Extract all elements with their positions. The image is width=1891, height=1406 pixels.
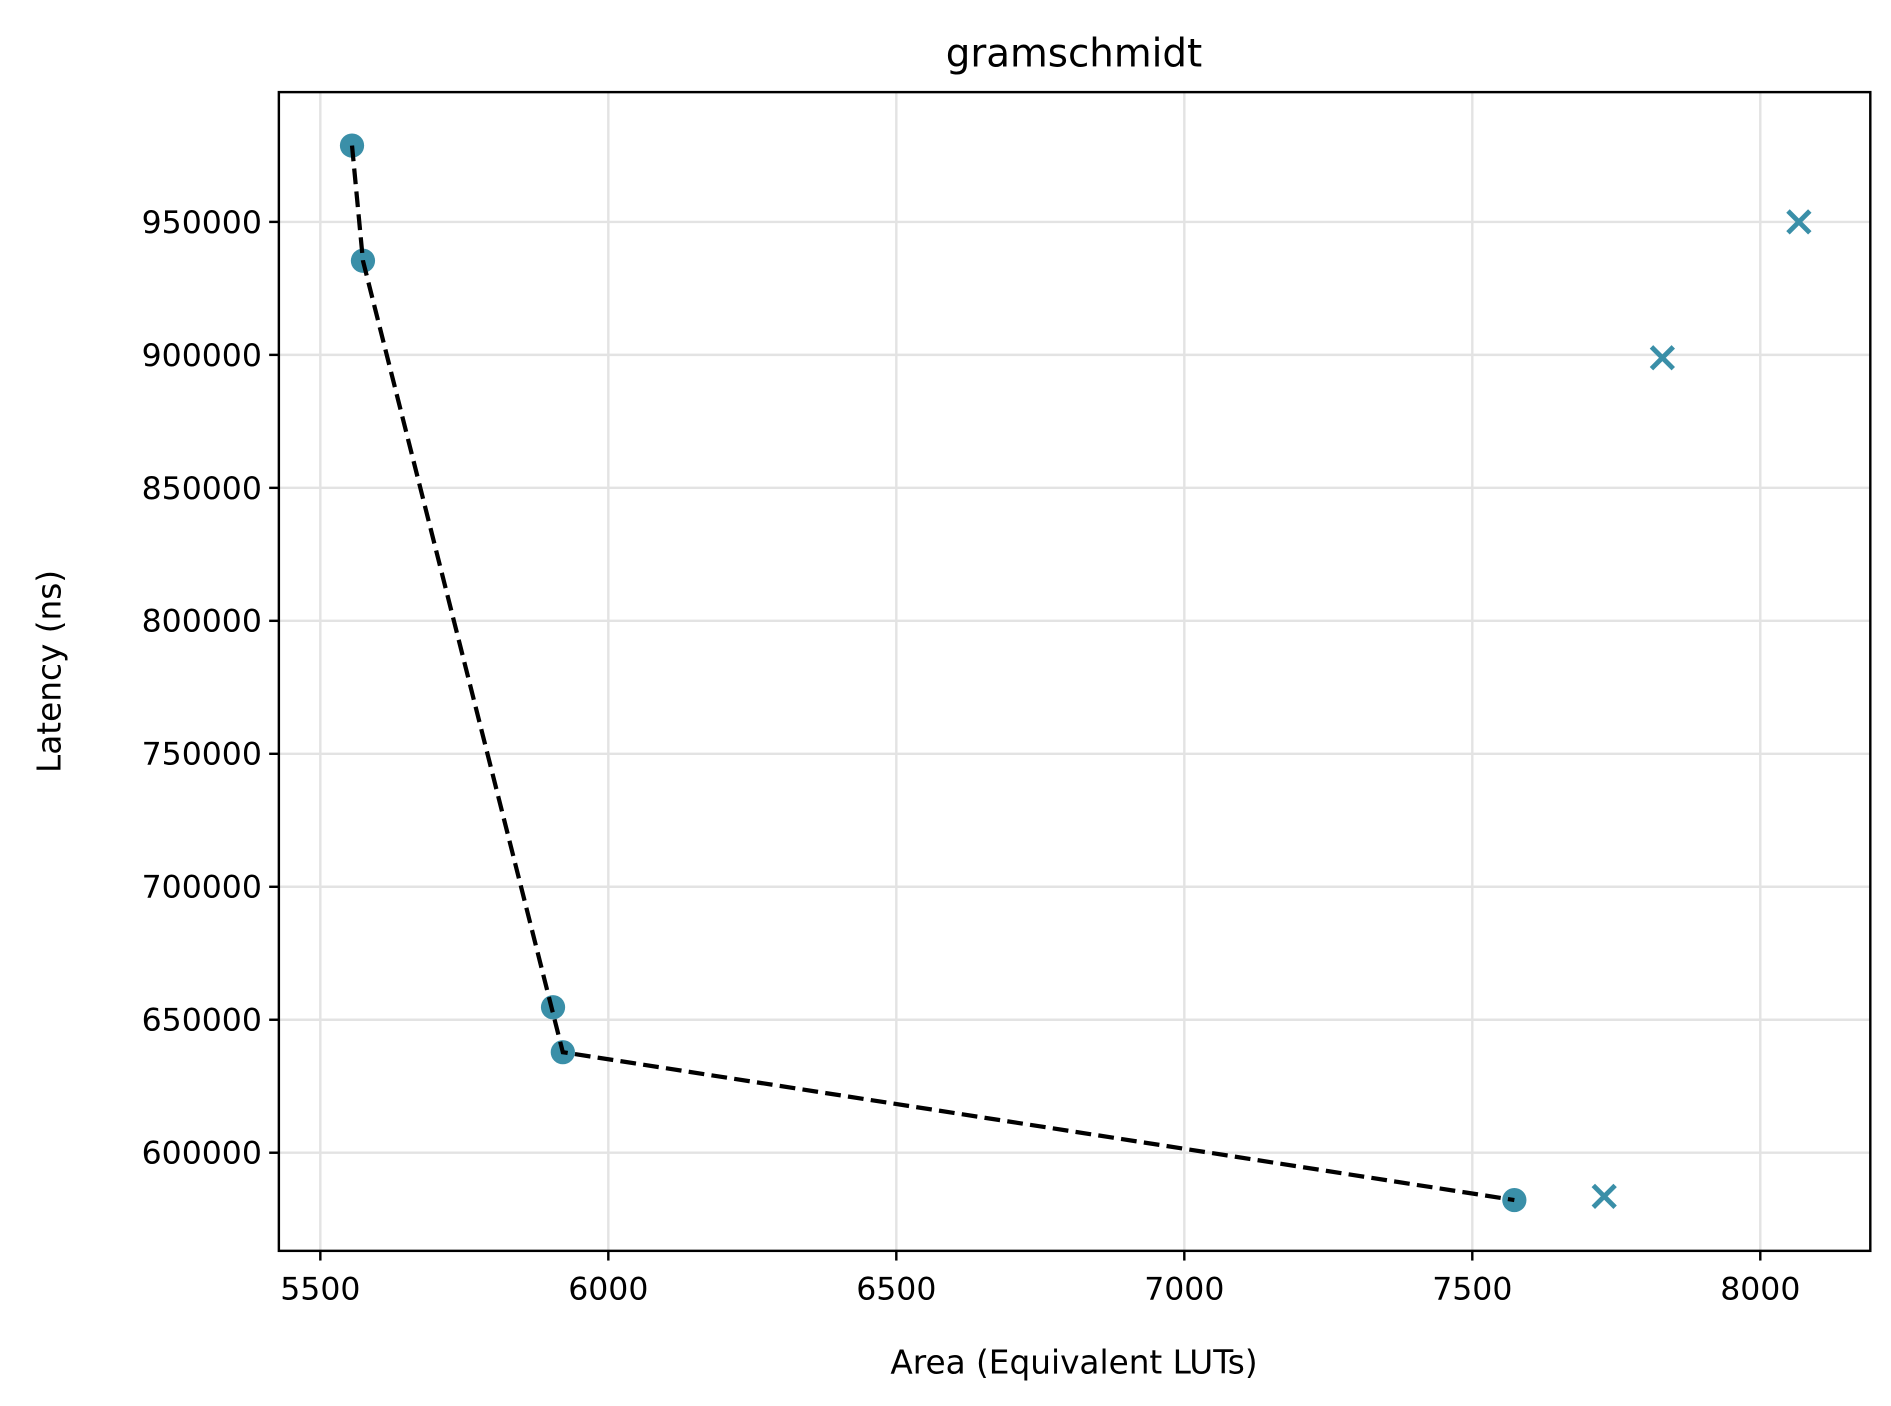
y-tick-label: 700000 (142, 870, 262, 906)
x-axis: 5500 6000 6500 7000 7500 8000 (280, 1250, 1800, 1307)
x-tick-label: 7500 (1432, 1271, 1512, 1307)
dominated-point (1649, 345, 1676, 371)
grid (278, 92, 1871, 1251)
pareto-point (1502, 1187, 1527, 1213)
y-tick-label: 800000 (142, 604, 262, 640)
dominated-point (1786, 209, 1812, 235)
y-tick-label: 950000 (142, 205, 262, 241)
axes-frame (277, 90, 1872, 1253)
y-tick-label: 600000 (142, 1136, 262, 1172)
pareto-frontier-line (349, 145, 1515, 1203)
y-tick-label: 750000 (142, 737, 262, 773)
y-axis-label: Latency (ns) (31, 570, 69, 773)
y-axis: 600000 650000 700000 750000 800000 850000 9000… (142, 205, 279, 1172)
y-tick-label: 650000 (142, 1003, 262, 1039)
dominated-point (1591, 1183, 1617, 1209)
x-axis-label: Area (Equivalent LUTs) (890, 1343, 1257, 1381)
chart-title: gramschmidt (946, 32, 1202, 77)
x-tick-label: 7000 (1144, 1271, 1224, 1307)
x-tick-label: 8000 (1720, 1271, 1800, 1307)
y-tick-label: 900000 (142, 338, 262, 374)
y-tick-label: 850000 (142, 471, 262, 507)
x-tick-label: 6500 (856, 1271, 936, 1307)
plot-area (339, 133, 1812, 1213)
x-tick-label: 6000 (568, 1271, 648, 1307)
x-tick-label: 5500 (280, 1271, 360, 1307)
